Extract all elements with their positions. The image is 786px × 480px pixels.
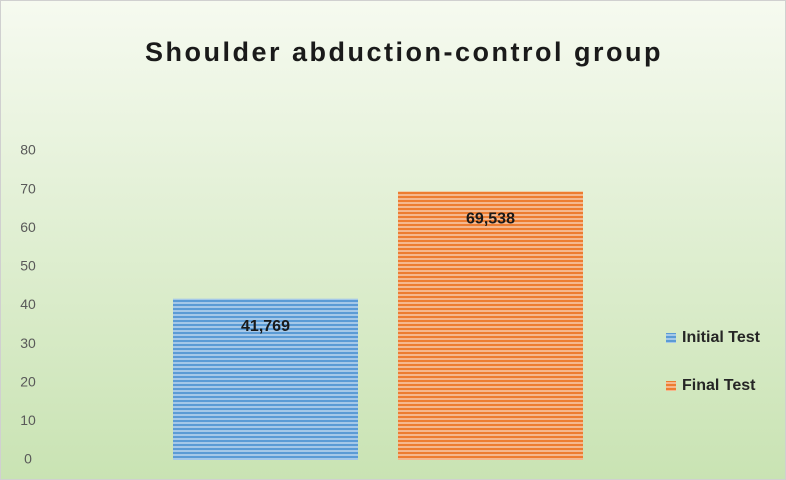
y-tick-label: 30	[20, 335, 36, 351]
data-label: 41,769	[241, 318, 290, 335]
legend-swatch	[666, 381, 676, 391]
chart-title: Shoulder abduction-control group	[145, 37, 663, 67]
y-tick-label: 0	[24, 451, 32, 467]
y-tick-label: 10	[20, 412, 36, 428]
y-tick-label: 20	[20, 373, 36, 389]
y-tick-label: 60	[20, 219, 36, 235]
legend-label: Final Test	[682, 377, 756, 394]
bar	[173, 298, 358, 460]
bar	[398, 191, 583, 460]
y-tick-label: 50	[20, 258, 36, 274]
y-tick-label: 70	[20, 180, 36, 196]
data-label: 69,538	[466, 211, 515, 228]
legend-swatch	[666, 333, 676, 343]
y-tick-label: 40	[20, 296, 36, 312]
y-tick-label: 80	[20, 142, 36, 158]
legend-label: Initial Test	[682, 329, 761, 346]
